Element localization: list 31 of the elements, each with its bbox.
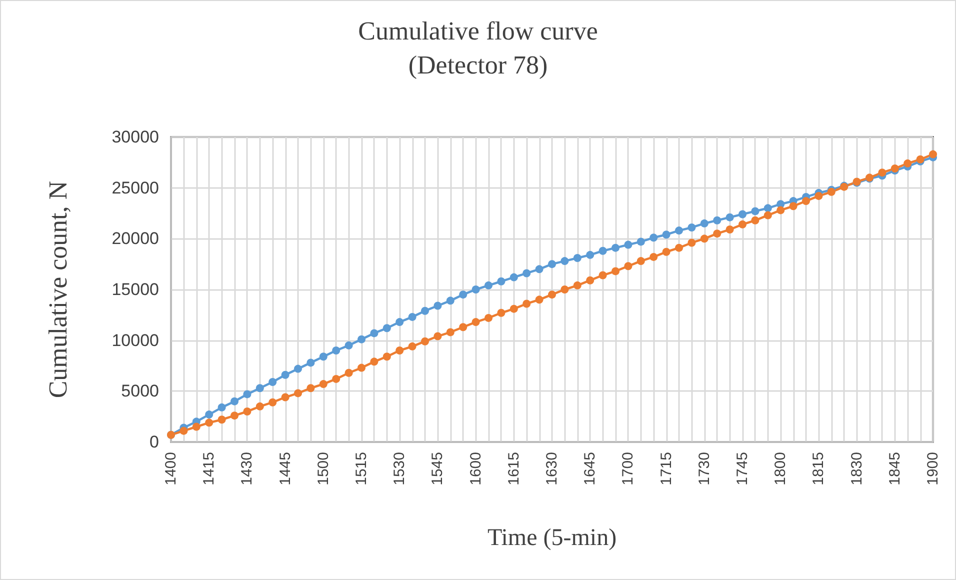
x-tick-label: 1430 bbox=[238, 452, 256, 486]
x-tick-label: 1700 bbox=[620, 452, 637, 486]
x-tick-label: 1745 bbox=[734, 452, 751, 486]
x-tick-label: 1545 bbox=[429, 452, 446, 486]
x-tick-label: 1500 bbox=[314, 452, 332, 486]
x-tick-label: 1515 bbox=[353, 452, 370, 486]
y-axis-title: Cumulative count, N bbox=[44, 180, 72, 398]
x-tick-label: 1900 bbox=[924, 452, 942, 486]
y-tick-label: 30000 bbox=[112, 128, 159, 146]
x-tick-label: 1615 bbox=[505, 452, 522, 486]
y-tick-label: 15000 bbox=[112, 280, 159, 299]
x-tick-label: 1400 bbox=[162, 452, 180, 486]
x-tick-label: 1415 bbox=[200, 452, 218, 486]
x-tick-label: 1730 bbox=[696, 452, 713, 486]
x-tick-label: 1445 bbox=[276, 452, 294, 486]
x-tick-label: 1630 bbox=[544, 452, 560, 486]
x-tick-label: 1530 bbox=[391, 452, 408, 486]
x-tick-label: 1815 bbox=[810, 452, 828, 486]
y-tick-label: 10000 bbox=[112, 330, 159, 350]
x-tick-label: 1800 bbox=[772, 452, 790, 486]
y-tick-label: 5000 bbox=[121, 382, 159, 401]
x-tick-label: 1715 bbox=[658, 452, 675, 486]
x-tick-label: 1845 bbox=[886, 452, 904, 486]
x-axis-title: Time (5-min) bbox=[487, 525, 617, 551]
chart-title: Cumulative flow curve (Detector 78) bbox=[358, 16, 598, 80]
y-tick-label: 20000 bbox=[112, 229, 159, 248]
y-tick-label: 0 bbox=[150, 432, 159, 452]
y-tick-label: 25000 bbox=[112, 178, 159, 198]
x-tick-label: 1600 bbox=[467, 452, 484, 486]
x-tick-label: 1830 bbox=[848, 452, 866, 486]
x-tick-label: 1645 bbox=[582, 452, 599, 486]
